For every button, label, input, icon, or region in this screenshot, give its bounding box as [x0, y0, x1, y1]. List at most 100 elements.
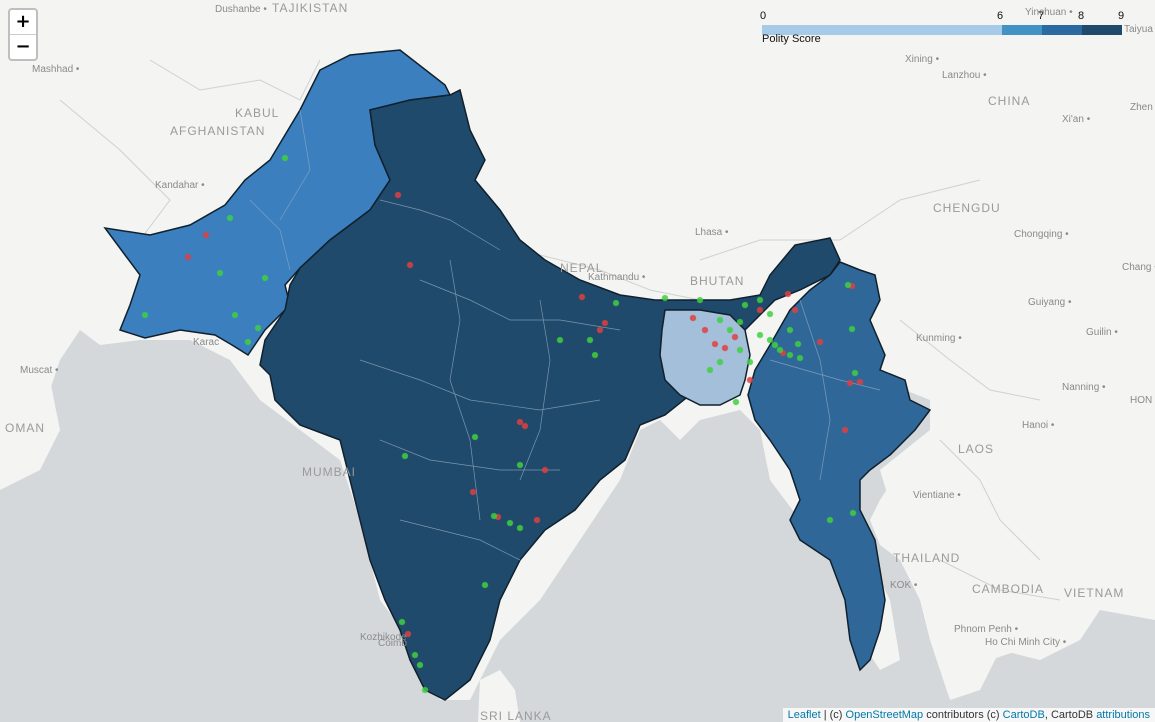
- event-marker-green[interactable]: [756, 296, 764, 304]
- event-marker-green[interactable]: [416, 661, 424, 669]
- place-label: SRI LANKA: [480, 709, 552, 722]
- event-marker-red[interactable]: [533, 516, 541, 524]
- place-label: Xining •: [905, 54, 940, 65]
- event-marker-red[interactable]: [516, 418, 524, 426]
- event-marker-red[interactable]: [469, 488, 477, 496]
- event-marker-red[interactable]: [721, 344, 729, 352]
- event-marker-green[interactable]: [706, 366, 714, 374]
- event-marker-green[interactable]: [766, 310, 774, 318]
- event-marker-green[interactable]: [746, 358, 754, 366]
- event-marker-green[interactable]: [716, 316, 724, 324]
- event-marker-green[interactable]: [591, 351, 599, 359]
- event-marker-green[interactable]: [401, 452, 409, 460]
- event-marker-green[interactable]: [226, 214, 234, 222]
- event-marker-green[interactable]: [516, 524, 524, 532]
- event-marker-green[interactable]: [826, 516, 834, 524]
- event-marker-green[interactable]: [796, 354, 804, 362]
- event-marker-red[interactable]: [841, 426, 849, 434]
- legend-bin-1: [1002, 25, 1042, 35]
- event-marker-green[interactable]: [471, 433, 479, 441]
- leaflet-link[interactable]: Leaflet: [787, 709, 821, 721]
- event-marker-red[interactable]: [784, 290, 792, 298]
- legend-tick-0: 0: [760, 10, 767, 22]
- place-label: OMAN: [5, 421, 45, 435]
- event-marker-red[interactable]: [578, 293, 586, 301]
- event-marker-green[interactable]: [516, 461, 524, 469]
- zoom-in-button[interactable]: +: [15, 11, 31, 32]
- event-marker-green[interactable]: [786, 351, 794, 359]
- place-label: Kathmandu •: [588, 272, 646, 283]
- place-label: MUMBAI: [302, 465, 356, 479]
- event-marker-green[interactable]: [216, 269, 224, 277]
- event-marker-green[interactable]: [786, 326, 794, 334]
- event-marker-red[interactable]: [711, 340, 719, 348]
- event-marker-green[interactable]: [586, 336, 594, 344]
- event-marker-green[interactable]: [421, 686, 429, 694]
- indochina-land: [880, 420, 1155, 660]
- event-markers: [141, 154, 864, 694]
- event-marker-green[interactable]: [398, 618, 406, 626]
- attributions-link[interactable]: attributions: [1096, 709, 1150, 721]
- event-marker-green[interactable]: [776, 346, 784, 354]
- event-marker-green[interactable]: [726, 326, 734, 334]
- event-marker-red[interactable]: [184, 253, 192, 261]
- event-marker-green[interactable]: [490, 512, 498, 520]
- event-marker-green[interactable]: [696, 296, 704, 304]
- event-marker-red[interactable]: [601, 319, 609, 327]
- place-label: VIETNAM: [1064, 586, 1124, 600]
- zoom-out-button[interactable]: −: [10, 34, 36, 59]
- event-marker-red[interactable]: [689, 314, 697, 322]
- event-marker-green[interactable]: [844, 281, 852, 289]
- event-marker-green[interactable]: [756, 331, 764, 339]
- event-marker-red[interactable]: [202, 231, 210, 239]
- attribution: Leaflet | (c) OpenStreetMap contributors…: [782, 708, 1155, 722]
- event-marker-green[interactable]: [849, 509, 857, 517]
- event-marker-green[interactable]: [261, 274, 269, 282]
- event-marker-green[interactable]: [848, 325, 856, 333]
- event-marker-red[interactable]: [521, 422, 529, 430]
- event-marker-red[interactable]: [846, 379, 854, 387]
- region-india[interactable]: [259, 88, 841, 701]
- cartodb-link[interactable]: CartoDB: [1002, 709, 1045, 721]
- event-marker-red[interactable]: [406, 261, 414, 269]
- event-marker-green[interactable]: [231, 311, 239, 319]
- event-marker-green[interactable]: [556, 336, 564, 344]
- event-marker-red[interactable]: [404, 630, 412, 638]
- place-label: KOK •: [890, 580, 918, 591]
- event-marker-green[interactable]: [506, 519, 514, 527]
- event-marker-green[interactable]: [736, 346, 744, 354]
- event-marker-red[interactable]: [596, 326, 604, 334]
- event-marker-red[interactable]: [791, 306, 799, 314]
- event-marker-red[interactable]: [746, 376, 754, 384]
- event-marker-red[interactable]: [541, 466, 549, 474]
- event-marker-red[interactable]: [731, 333, 739, 341]
- event-marker-green[interactable]: [766, 336, 774, 344]
- event-marker-green[interactable]: [411, 651, 419, 659]
- osm-link[interactable]: OpenStreetMap: [845, 709, 924, 721]
- event-marker-green[interactable]: [771, 341, 779, 349]
- event-marker-green[interactable]: [736, 318, 744, 326]
- event-marker-red[interactable]: [856, 378, 864, 386]
- event-marker-green[interactable]: [794, 340, 802, 348]
- event-marker-green[interactable]: [741, 301, 749, 309]
- arabia-land: [0, 380, 60, 490]
- event-marker-green[interactable]: [244, 338, 252, 346]
- event-marker-red[interactable]: [701, 326, 709, 334]
- event-marker-red[interactable]: [756, 306, 764, 314]
- event-marker-green[interactable]: [254, 324, 262, 332]
- event-marker-green[interactable]: [851, 369, 859, 377]
- event-marker-green[interactable]: [716, 358, 724, 366]
- event-marker-red[interactable]: [816, 338, 824, 346]
- event-marker-green[interactable]: [481, 581, 489, 589]
- region-bangladesh[interactable]: [659, 309, 751, 406]
- event-marker-green[interactable]: [661, 294, 669, 302]
- place-label: Guilin •: [1086, 327, 1118, 338]
- event-marker-green[interactable]: [281, 154, 289, 162]
- event-marker-green[interactable]: [732, 398, 740, 406]
- event-marker-green[interactable]: [612, 299, 620, 307]
- region-myanmar[interactable]: [747, 261, 932, 672]
- event-marker-red[interactable]: [394, 191, 402, 199]
- place-label: BHUTAN: [690, 274, 744, 288]
- event-marker-green[interactable]: [141, 311, 149, 319]
